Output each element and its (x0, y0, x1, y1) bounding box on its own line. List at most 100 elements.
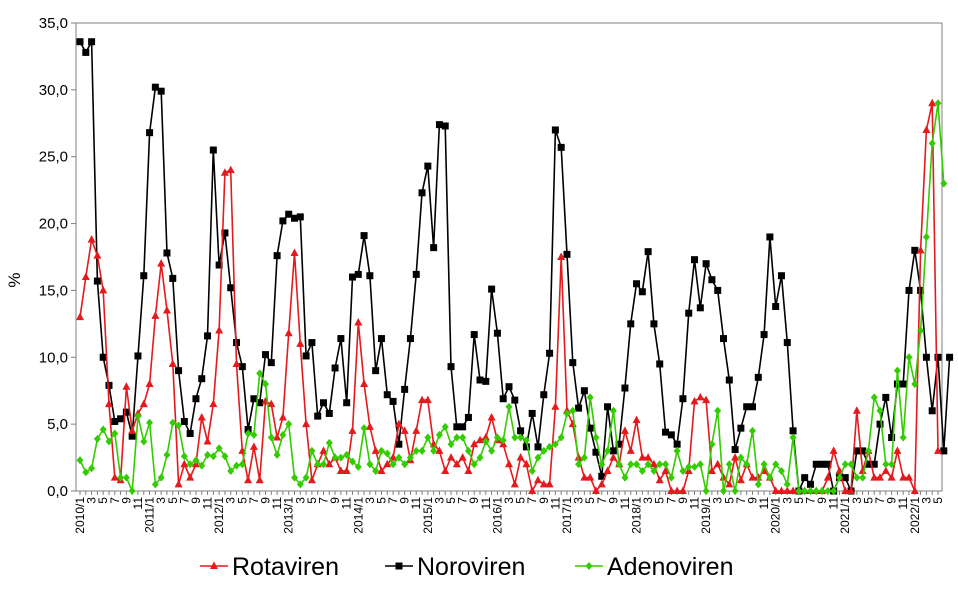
data-point (244, 425, 252, 433)
data-point (337, 453, 345, 462)
legend-label: Noroviren (417, 553, 525, 581)
data-point (337, 335, 345, 343)
data-point (267, 433, 275, 442)
data-point (435, 446, 444, 454)
data-point (516, 453, 525, 461)
data-point (563, 409, 571, 418)
data-point (783, 480, 791, 489)
data-point (458, 453, 467, 461)
x-tick-label: 7 (108, 497, 122, 504)
data-point (215, 261, 223, 269)
data-point (633, 460, 641, 469)
data-point (615, 440, 623, 448)
data-point (585, 562, 593, 570)
data-point (406, 453, 414, 462)
data-point (377, 335, 385, 343)
data-point (348, 426, 357, 434)
data-point (748, 473, 757, 481)
data-point (372, 466, 380, 475)
data-point (546, 349, 554, 357)
data-point (325, 409, 333, 417)
y-tick-label: 25,0 (39, 149, 68, 166)
data-point (649, 459, 658, 468)
data-point (453, 433, 461, 442)
data-point (99, 353, 107, 361)
data-point (853, 447, 861, 455)
data-point (238, 460, 246, 469)
data-point (545, 479, 554, 488)
data-point (766, 473, 774, 482)
data-point (627, 460, 635, 469)
x-tick-label: 11 (340, 497, 354, 510)
data-point (551, 126, 559, 134)
data-point (319, 446, 328, 454)
data-point (911, 380, 919, 389)
data-point (806, 480, 814, 488)
x-tick-label: 3 (711, 497, 725, 504)
data-point (360, 379, 369, 388)
legend: Rotaviren Noroviren Adenoviren (200, 553, 733, 581)
data-point (667, 486, 676, 494)
data-point (783, 339, 791, 347)
data-point (180, 452, 188, 461)
data-point (209, 399, 218, 408)
x-tick-label: 9 (119, 497, 133, 504)
data-point (354, 318, 363, 326)
data-point (76, 38, 84, 46)
data-point (569, 359, 577, 367)
x-tick-label: 11 (548, 497, 562, 510)
data-point (725, 460, 733, 469)
data-point (354, 462, 362, 471)
data-point (146, 129, 154, 137)
data-point (134, 352, 142, 360)
data-point (801, 487, 809, 495)
x-tick-label: 3 (850, 497, 864, 504)
x-tick-label: 2013/1 (282, 497, 296, 534)
data-point (215, 326, 224, 334)
data-point (714, 286, 722, 294)
data-point (140, 437, 148, 446)
data-point (244, 429, 252, 438)
data-point (459, 423, 467, 431)
data-point (360, 232, 368, 240)
data-point (209, 452, 217, 461)
data-point (760, 331, 768, 339)
data-point (87, 235, 96, 243)
data-point (372, 367, 380, 375)
x-tick-label: 5 (166, 497, 180, 504)
data-point (389, 397, 397, 405)
data-point (255, 475, 264, 484)
data-point (464, 466, 473, 474)
x-tick-label: 5 (444, 497, 458, 504)
data-point (847, 460, 855, 469)
data-point (580, 473, 589, 481)
data-point (325, 459, 334, 468)
data-point (168, 359, 177, 367)
data-point (383, 449, 391, 458)
data-point (104, 399, 113, 408)
data-point (128, 426, 137, 434)
data-point (285, 420, 293, 429)
x-tick-label: 2019/1 (699, 497, 713, 534)
data-point (801, 474, 809, 482)
data-point (447, 453, 456, 461)
data-point (134, 412, 142, 421)
data-point (551, 440, 559, 449)
data-point (528, 409, 536, 417)
y-tick-label: 35,0 (39, 15, 68, 32)
data-point (859, 447, 867, 455)
data-point (360, 424, 368, 433)
data-point (893, 380, 901, 388)
data-point (818, 460, 826, 468)
data-point (174, 479, 183, 488)
data-point (256, 399, 264, 407)
data-point (754, 480, 762, 489)
data-point (511, 433, 519, 442)
data-point (916, 245, 925, 254)
data-point (146, 418, 154, 427)
x-tick-label: 7 (525, 497, 539, 504)
data-point (163, 249, 171, 257)
data-point (244, 475, 253, 484)
data-point (76, 312, 84, 321)
data-point (667, 473, 675, 482)
